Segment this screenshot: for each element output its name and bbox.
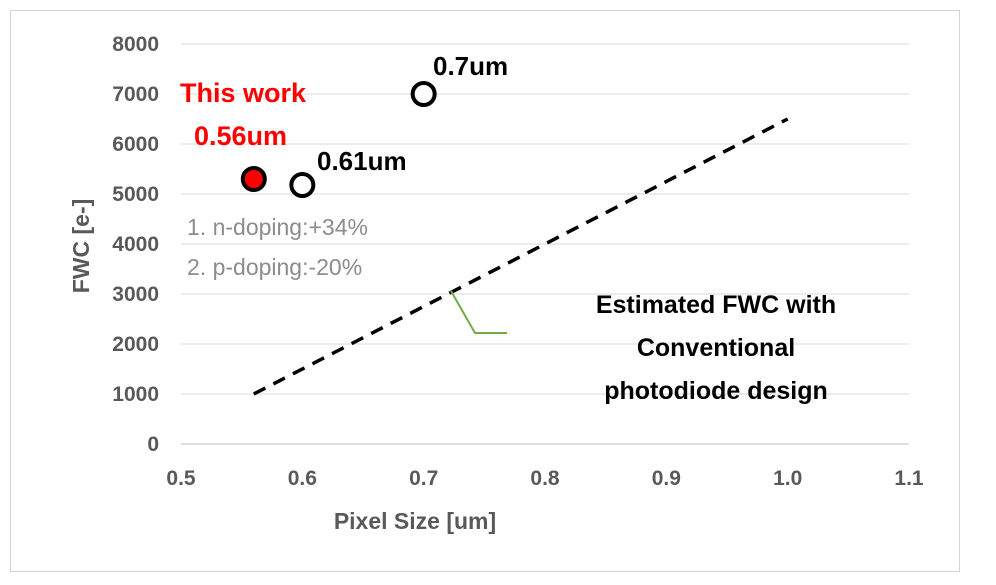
y-tick-label: 7000 — [112, 83, 159, 106]
y-tick-label: 6000 — [112, 133, 159, 156]
x-tick-label: 0.9 — [652, 467, 681, 490]
estimated-fwc-line — [252, 117, 789, 396]
x-tick-label: 0.8 — [530, 467, 560, 490]
data-point-1 — [289, 172, 316, 198]
data-point-0 — [240, 166, 267, 192]
x-tick-label: 1.1 — [894, 467, 924, 490]
y-tick-label: 8000 — [112, 33, 159, 56]
n-doping-note: 1. n-doping:+34% — [187, 214, 368, 240]
x-axis-title: Pixel Size [um] — [334, 508, 496, 534]
y-tick-label: 0 — [147, 433, 159, 456]
x-axis-ticks: 0.5 0.6 0.7 0.8 0.9 1.0 1.1 — [166, 467, 924, 490]
point-label-07: 0.7um — [433, 51, 508, 81]
y-tick-label: 5000 — [112, 183, 159, 206]
y-tick-label: 4000 — [112, 233, 159, 256]
y-tick-label: 3000 — [112, 283, 159, 306]
estimate-label-line2: Conventional — [637, 334, 795, 362]
chart-frame: 0 1000 2000 3000 4000 5000 6000 7000 8000 0.5 0.6… — [10, 10, 960, 572]
x-tick-label: 1.0 — [773, 467, 802, 490]
y-tick-label: 2000 — [112, 333, 159, 356]
estimate-label-line1: Estimated FWC with — [596, 291, 836, 319]
y-axis-ticks: 0 1000 2000 3000 4000 5000 6000 7000 8000 — [112, 33, 159, 456]
x-tick-label: 0.7 — [409, 467, 438, 490]
y-axis-title: FWC [e-] — [68, 199, 94, 294]
scatter-chart: 0 1000 2000 3000 4000 5000 6000 7000 8000 0.5 0.6… — [68, 33, 924, 534]
callout-line — [450, 290, 507, 334]
this-work-size-label: 0.56um — [194, 121, 287, 151]
x-tick-label: 0.5 — [166, 467, 196, 490]
x-tick-label: 0.6 — [288, 467, 317, 490]
data-points — [240, 81, 437, 198]
p-doping-note: 2. p-doping:-20% — [187, 254, 362, 280]
data-point-2 — [410, 81, 437, 107]
estimate-label-line3: photodiode design — [604, 377, 828, 405]
point-label-061: 0.61um — [317, 146, 407, 176]
y-tick-label: 1000 — [112, 383, 159, 406]
this-work-label: This work — [180, 78, 307, 108]
